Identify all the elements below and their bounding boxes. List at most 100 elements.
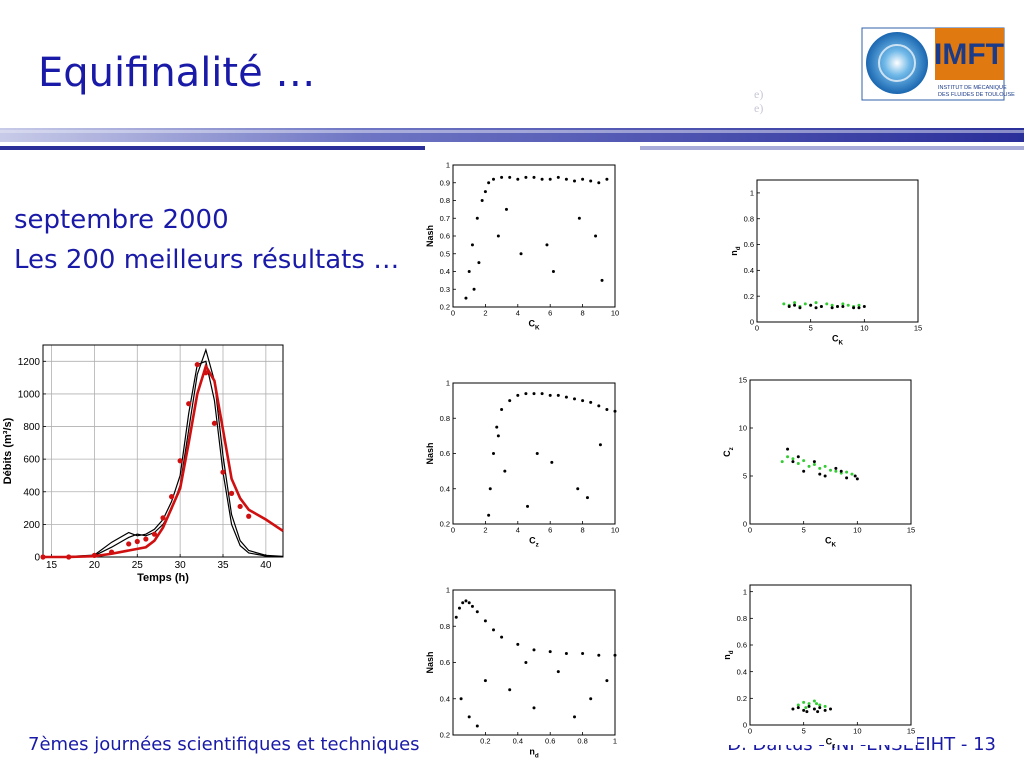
slide-title: Equifinalité … — [38, 50, 315, 96]
data-point — [600, 278, 604, 282]
data-point — [464, 296, 468, 300]
data-line — [43, 362, 284, 559]
y-tick-label: 0 — [743, 520, 747, 529]
data-point — [829, 468, 832, 472]
data-point — [550, 460, 554, 464]
y-tick-label: 10 — [739, 424, 747, 433]
data-point — [532, 706, 536, 710]
subtitle: Les 200 meilleurs résultats … — [14, 245, 399, 275]
y-tick-label: 0.3 — [440, 285, 450, 294]
x-tick-label: 15 — [907, 727, 915, 736]
y-tick-label: 1 — [750, 189, 754, 198]
x-tick-label: 0.4 — [513, 737, 523, 746]
data-point — [819, 305, 823, 309]
y-tick-label: 1000 — [18, 389, 41, 400]
data-point — [812, 462, 816, 466]
data-point — [504, 207, 508, 211]
data-point — [508, 175, 512, 179]
data-point — [576, 487, 580, 491]
data-point — [807, 464, 811, 468]
data-point — [66, 554, 72, 560]
x-tick-label: 4 — [516, 309, 520, 318]
data-point — [597, 653, 601, 657]
y-axis-label: Cz — [722, 447, 735, 457]
x-axis-label: nd — [529, 747, 539, 760]
data-point — [483, 619, 487, 623]
x-tick-label: 0 — [451, 309, 455, 318]
data-point — [237, 503, 243, 510]
x-tick-label: 5 — [802, 526, 806, 535]
y-tick-label: 800 — [23, 422, 40, 433]
data-point — [40, 554, 46, 560]
x-axis-label: CK — [825, 536, 837, 549]
data-point — [589, 400, 593, 404]
data-point — [516, 642, 520, 646]
y-tick-label: 0.2 — [440, 520, 450, 529]
data-point — [551, 270, 555, 273]
x-tick-label: 15 — [907, 526, 915, 535]
data-point — [823, 704, 827, 708]
x-tick-label: 0 — [755, 324, 759, 333]
data-point — [804, 706, 808, 710]
data-point — [470, 243, 474, 247]
chart: 0 5 10 15 0 0.2 0.4 0.6 0.8 1 Cz nd — [722, 577, 917, 750]
x-axis-label-sub: K — [831, 542, 836, 549]
y-tick-label: 0.6 — [744, 240, 754, 249]
data-point — [598, 443, 602, 447]
data-point — [791, 707, 795, 711]
x-axis-label: CK — [832, 334, 844, 347]
data-point — [589, 697, 593, 701]
plot-frame — [452, 382, 616, 525]
y-tick-label: 0 — [34, 553, 40, 564]
data-point — [508, 399, 512, 403]
data-point — [548, 177, 552, 181]
x-tick-label: 0.6 — [545, 737, 555, 746]
y-tick-label: 0.4 — [737, 667, 747, 676]
y-tick-label: 0.8 — [744, 214, 754, 223]
data-point — [535, 452, 539, 455]
data-point — [475, 610, 479, 614]
y-axis-label-text: Nash — [425, 442, 435, 464]
logo: IMFT INSTITUT DE MÉCANIQUE DES FLUIDES D… — [861, 27, 1015, 101]
chart-background — [722, 577, 917, 745]
footer-left: 7èmes journées scientifiques et techniqu… — [28, 734, 420, 755]
x-tick-label: 20 — [89, 560, 101, 571]
data-point — [793, 303, 797, 307]
plot-frame — [452, 164, 616, 308]
x-tick-label: 0 — [451, 526, 455, 535]
plot-frame — [452, 589, 616, 736]
x-tick-label: 8 — [581, 526, 585, 535]
x-tick-label: 2 — [483, 526, 487, 535]
x-tick-label: 40 — [260, 560, 272, 571]
data-point — [492, 628, 495, 632]
x-tick-label: 2 — [483, 309, 487, 318]
x-tick-label: 0.8 — [577, 737, 587, 746]
data-point — [796, 462, 800, 466]
x-tick-label: 5 — [809, 324, 813, 333]
data-point — [556, 393, 560, 397]
data-point — [532, 392, 536, 396]
y-tick-label: 0.4 — [744, 266, 754, 275]
y-tick-label: 0.2 — [440, 731, 450, 740]
data-point — [786, 455, 790, 459]
x-tick-label: 0.2 — [480, 737, 490, 746]
data-point — [846, 303, 850, 307]
data-point — [581, 399, 585, 403]
y-tick-label: 1 — [446, 379, 450, 388]
data-point — [573, 397, 576, 401]
data-point — [134, 538, 140, 545]
data-point — [818, 706, 822, 710]
y-tick-label: 0.5 — [440, 249, 450, 258]
data-point — [475, 724, 479, 728]
data-point — [816, 710, 820, 714]
data-point — [524, 175, 528, 179]
x-tick-label: 35 — [217, 560, 229, 571]
x-tick-label: 10 — [611, 309, 619, 318]
data-point — [786, 447, 790, 451]
data-point — [814, 306, 818, 310]
data-point — [845, 470, 849, 474]
data-point — [581, 651, 585, 655]
y-tick-label: 0.6 — [440, 232, 450, 241]
data-point — [798, 306, 802, 310]
